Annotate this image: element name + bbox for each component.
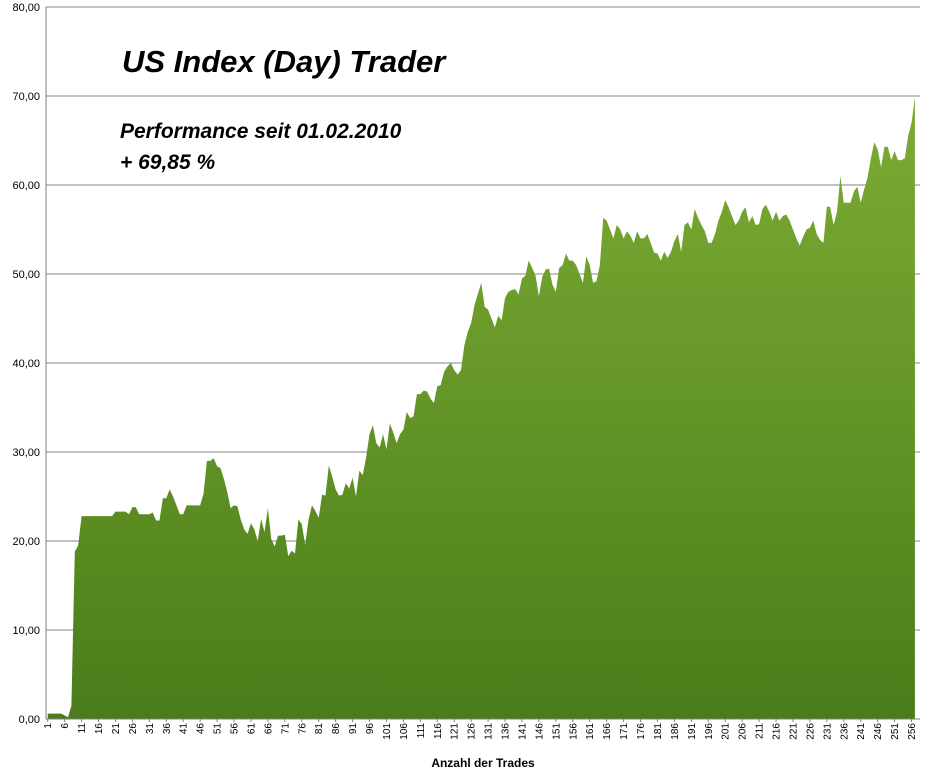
- x-tick-label: 211: [755, 723, 766, 739]
- x-tick-label: 231: [822, 723, 833, 740]
- x-tick-label: 171: [619, 723, 630, 740]
- x-tick-label: 226: [805, 723, 816, 740]
- x-tick-label: 106: [399, 723, 410, 740]
- x-tick-label: 96: [365, 723, 376, 735]
- x-tick-label: 1: [43, 723, 54, 729]
- x-tick-label: 31: [145, 723, 156, 735]
- x-tick-label: 151: [551, 723, 562, 740]
- x-tick-label: 191: [687, 723, 698, 740]
- x-tick-label: 186: [670, 723, 681, 740]
- x-tick-label: 146: [534, 723, 545, 740]
- x-tick-label: 76: [297, 723, 308, 735]
- x-tick-label: 181: [653, 723, 664, 740]
- x-tick-label: 166: [602, 723, 613, 740]
- x-tick-label: 11: [77, 723, 88, 734]
- x-tick-label: 196: [704, 723, 715, 740]
- x-tick-label: 81: [314, 723, 325, 735]
- performance-since-label: Performance seit 01.02.2010: [120, 120, 402, 143]
- y-tick-label: 50,00: [12, 269, 40, 281]
- x-tick-label: 176: [636, 723, 647, 740]
- x-tick-label: 206: [738, 723, 749, 740]
- x-tick-label: 66: [263, 723, 274, 735]
- x-tick-label: 256: [907, 723, 918, 740]
- x-tick-label: 16: [94, 723, 105, 735]
- x-tick-label: 216: [772, 723, 783, 740]
- x-tick-label: 51: [213, 723, 224, 735]
- x-tick-label: 236: [839, 723, 850, 740]
- x-tick-label: 91: [348, 723, 359, 735]
- x-tick-label: 36: [162, 723, 173, 735]
- x-tick-label: 251: [890, 723, 901, 740]
- x-tick-label: 121: [450, 723, 461, 740]
- x-tick-label: 246: [873, 723, 884, 740]
- y-axis-ticks: 0,00 10,00 20,00 30,00 40,00 50,00 60,00 70,00 8…: [12, 2, 40, 726]
- performance-area: [47, 97, 915, 720]
- y-tick-label: 80,00: [12, 2, 40, 14]
- x-tick-label: 111: [416, 723, 427, 739]
- x-tick-label: 21: [111, 723, 122, 735]
- y-tick-label: 10,00: [12, 625, 40, 637]
- y-tick-label: 30,00: [12, 447, 40, 459]
- x-tick-label: 101: [382, 723, 393, 740]
- x-tick-label: 241: [856, 723, 867, 740]
- y-tick-label: 70,00: [12, 91, 40, 103]
- x-tick-label: 141: [517, 723, 528, 740]
- y-tick-label: 60,00: [12, 180, 40, 192]
- y-tick-label: 0,00: [19, 714, 40, 726]
- x-tick-label: 136: [501, 723, 512, 740]
- x-tick-label: 161: [585, 723, 596, 740]
- x-tick-label: 61: [246, 723, 257, 735]
- x-tick-label: 26: [128, 723, 139, 735]
- y-tick-label: 20,00: [12, 536, 40, 548]
- chart-title: US Index (Day) Trader: [122, 44, 446, 79]
- x-axis-ticks: 1 6 11 16 21 26 31 36 41 46 51 56 61 66 71 76 81 86 91 96 10…: [43, 719, 918, 740]
- x-tick-label: 201: [721, 723, 732, 740]
- y-tick-label: 40,00: [12, 358, 40, 370]
- x-tick-label: 86: [331, 723, 342, 735]
- x-tick-label: 131: [484, 723, 495, 740]
- x-tick-label: 56: [230, 723, 241, 735]
- x-tick-label: 6: [60, 723, 71, 729]
- x-tick-label: 71: [280, 723, 291, 735]
- x-tick-label: 126: [467, 723, 478, 740]
- x-tick-label: 41: [179, 723, 190, 735]
- x-tick-label: 221: [788, 723, 799, 740]
- x-tick-label: 116: [433, 723, 444, 739]
- x-axis-label: Anzahl der Trades: [431, 756, 535, 770]
- x-tick-label: 156: [568, 723, 579, 740]
- performance-percent-label: + 69,85 %: [120, 151, 216, 174]
- x-tick-label: 46: [196, 723, 207, 735]
